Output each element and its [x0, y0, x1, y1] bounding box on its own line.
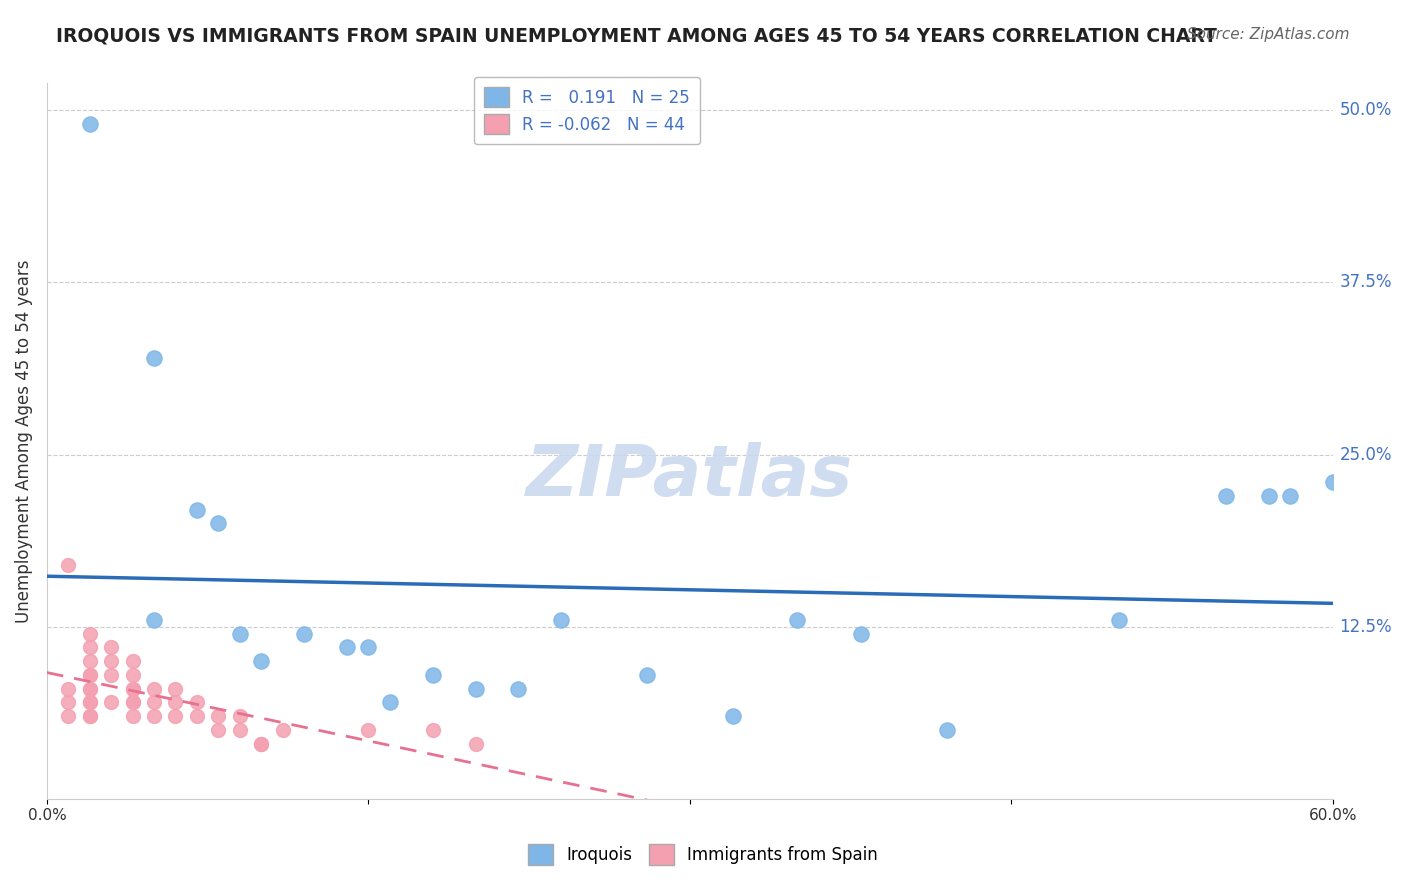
Point	[851, 626, 873, 640]
Legend: Iroquois, Immigrants from Spain: Iroquois, Immigrants from Spain	[517, 834, 889, 875]
Legend: R =   0.191   N = 25, R = -0.062   N = 44: R = 0.191 N = 25, R = -0.062 N = 44	[474, 77, 700, 145]
Point	[143, 709, 166, 723]
Point	[550, 613, 572, 627]
Point	[464, 737, 486, 751]
Point	[1108, 613, 1130, 627]
Point	[79, 640, 101, 655]
Point	[121, 681, 143, 696]
Point	[229, 626, 252, 640]
Point	[79, 626, 101, 640]
Point	[186, 709, 208, 723]
Point	[636, 668, 658, 682]
Point	[58, 709, 80, 723]
Point	[143, 695, 166, 709]
Point	[229, 709, 252, 723]
Point	[357, 723, 380, 737]
Point	[79, 668, 101, 682]
Point	[1215, 489, 1237, 503]
Point	[250, 737, 273, 751]
Point	[165, 695, 187, 709]
Point	[422, 723, 444, 737]
Point	[121, 654, 143, 668]
Point	[786, 613, 808, 627]
Y-axis label: Unemployment Among Ages 45 to 54 years: Unemployment Among Ages 45 to 54 years	[15, 259, 32, 623]
Point	[165, 681, 187, 696]
Point	[58, 558, 80, 572]
Point	[1279, 489, 1302, 503]
Point	[143, 351, 166, 366]
Point	[121, 695, 143, 709]
Point	[79, 654, 101, 668]
Point	[186, 502, 208, 516]
Text: IROQUOIS VS IMMIGRANTS FROM SPAIN UNEMPLOYMENT AMONG AGES 45 TO 54 YEARS CORRELA: IROQUOIS VS IMMIGRANTS FROM SPAIN UNEMPL…	[56, 27, 1218, 45]
Text: ZIPatlas: ZIPatlas	[526, 442, 853, 511]
Point	[143, 681, 166, 696]
Point	[79, 695, 101, 709]
Point	[79, 681, 101, 696]
Point	[186, 695, 208, 709]
Point	[229, 723, 252, 737]
Point	[100, 695, 122, 709]
Point	[1257, 489, 1279, 503]
Point	[79, 668, 101, 682]
Point	[936, 723, 959, 737]
Point	[121, 668, 143, 682]
Text: 25.0%: 25.0%	[1340, 446, 1392, 464]
Point	[100, 640, 122, 655]
Point	[378, 695, 401, 709]
Text: 37.5%: 37.5%	[1340, 274, 1392, 292]
Point	[100, 668, 122, 682]
Point	[58, 681, 80, 696]
Point	[121, 695, 143, 709]
Point	[143, 613, 166, 627]
Text: Source: ZipAtlas.com: Source: ZipAtlas.com	[1187, 27, 1350, 42]
Point	[79, 117, 101, 131]
Point	[292, 626, 315, 640]
Point	[100, 654, 122, 668]
Point	[464, 681, 486, 696]
Point	[207, 723, 229, 737]
Point	[79, 695, 101, 709]
Point	[508, 681, 530, 696]
Point	[271, 723, 294, 737]
Point	[250, 654, 273, 668]
Point	[207, 516, 229, 531]
Point	[79, 709, 101, 723]
Point	[250, 737, 273, 751]
Point	[121, 681, 143, 696]
Point	[58, 695, 80, 709]
Point	[422, 668, 444, 682]
Point	[165, 709, 187, 723]
Point	[79, 681, 101, 696]
Point	[121, 709, 143, 723]
Text: 50.0%: 50.0%	[1340, 102, 1392, 120]
Point	[721, 709, 744, 723]
Point	[336, 640, 359, 655]
Point	[1322, 475, 1344, 489]
Point	[357, 640, 380, 655]
Text: 12.5%: 12.5%	[1340, 617, 1392, 636]
Point	[207, 709, 229, 723]
Point	[79, 709, 101, 723]
